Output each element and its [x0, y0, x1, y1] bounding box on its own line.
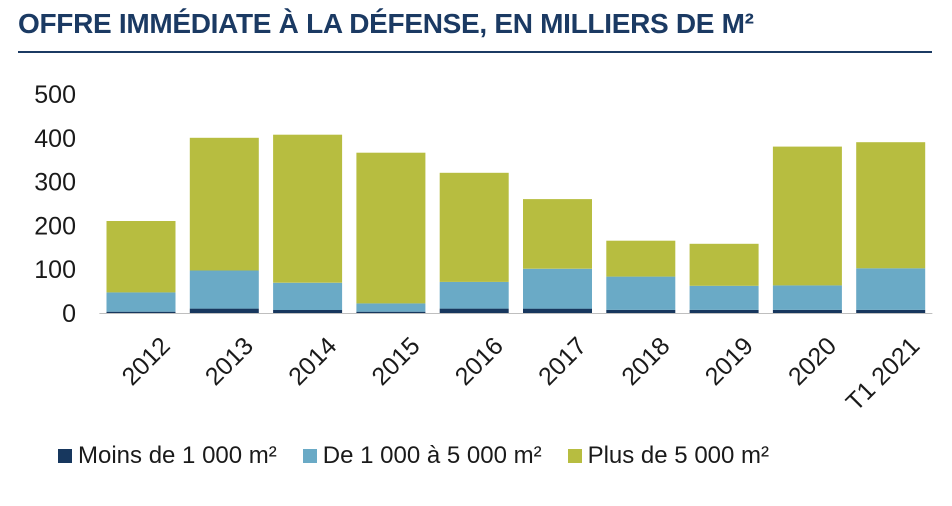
legend-swatch-large [567, 449, 582, 463]
x-tick-label: T1 2021 [841, 332, 926, 417]
bar-small [273, 309, 343, 313]
legend-swatch-small [58, 449, 72, 463]
bar-small [189, 308, 259, 313]
bar-small [439, 308, 509, 313]
x-tick-label: 2020 [783, 332, 842, 391]
bar-large [772, 146, 842, 286]
y-tick-label: 100 [34, 256, 76, 284]
x-tick-label: 2014 [283, 332, 342, 391]
bar-medium [439, 281, 509, 309]
bar-medium [523, 268, 592, 309]
x-tick-label: 2015 [366, 332, 425, 391]
bar-large [189, 137, 259, 271]
bar-large [356, 152, 426, 304]
bar-medium [106, 292, 176, 312]
bar-small [106, 311, 176, 313]
bar-medium [606, 276, 676, 310]
bar-small [856, 309, 926, 313]
bar-large [606, 240, 676, 277]
legend-label-small: Moins de 1 000 m² [78, 442, 277, 469]
bar-small [772, 309, 842, 313]
y-tick-label: 500 [34, 81, 76, 109]
bar-small [523, 308, 592, 313]
legend-item-small: Moins de 1 000 m² [58, 442, 277, 470]
bar-medium [189, 270, 259, 309]
title-divider [18, 51, 932, 53]
legend-label-medium: De 1 000 à 5 000 m² [322, 442, 542, 469]
bar-large [439, 172, 509, 282]
x-tick-label: 2017 [533, 332, 592, 391]
bar-large [689, 243, 759, 286]
chart-title: OFFRE IMMÉDIATE À LA DÉFENSE, EN MILLIER… [18, 8, 754, 39]
bar-large [273, 134, 343, 283]
x-tick-label: 2016 [450, 332, 509, 391]
bar-medium [856, 268, 926, 310]
bar-medium [273, 282, 343, 310]
bar-large [523, 199, 592, 269]
bar-large [856, 142, 926, 269]
legend-label-large: Plus de 5 000 m² [587, 442, 770, 469]
bar-medium [689, 285, 759, 310]
x-tick-label: 2019 [700, 332, 759, 391]
y-tick-label: 0 [62, 300, 76, 328]
x-tick-label: 2012 [117, 332, 176, 391]
bar-small [606, 309, 676, 313]
y-axis: 0 100 200 300 400 500 [34, 81, 76, 328]
y-tick-label: 200 [34, 212, 76, 240]
bar-small [689, 309, 759, 313]
y-tick-label: 300 [34, 169, 76, 197]
legend: Moins de 1 000 m² De 1 000 à 5 000 m² Pl… [58, 442, 795, 470]
bar-medium [772, 285, 842, 310]
legend-swatch-medium [302, 449, 317, 463]
legend-item-medium: De 1 000 à 5 000 m² [302, 442, 542, 470]
bar-series [106, 134, 926, 313]
x-tick-label: 2013 [200, 332, 259, 391]
y-tick-label: 400 [34, 125, 76, 153]
bar-medium [356, 303, 426, 312]
x-tick-label: 2018 [616, 332, 675, 391]
bar-large [106, 221, 176, 293]
legend-item-large: Plus de 5 000 m² [567, 442, 770, 470]
bar-small [356, 311, 426, 313]
